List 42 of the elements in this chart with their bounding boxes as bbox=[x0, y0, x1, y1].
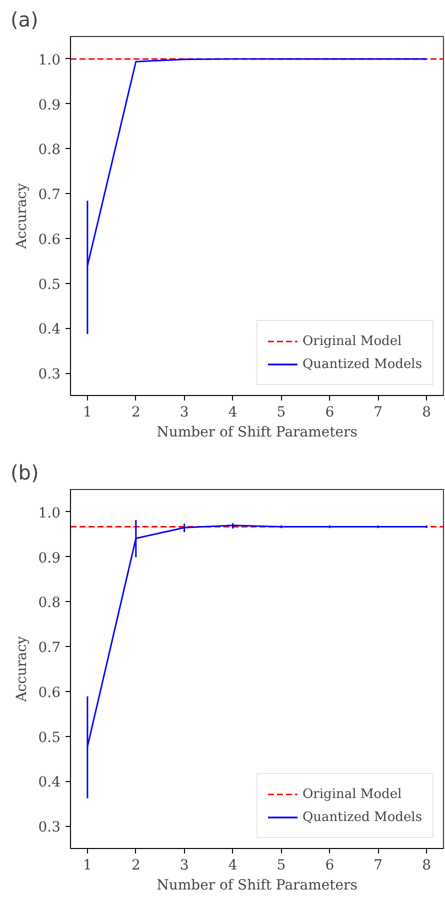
y-tick-label: 1.0 bbox=[38, 505, 60, 522]
x-axis-title: Number of Shift Parameters bbox=[156, 424, 358, 440]
x-tick-label: 3 bbox=[180, 404, 189, 420]
x-tick-label: 7 bbox=[374, 858, 383, 874]
x-tick-label: 7 bbox=[374, 404, 383, 420]
x-tick-label: 4 bbox=[228, 404, 238, 420]
x-tick-label: 1 bbox=[83, 404, 92, 420]
y-tick-label: 0.7 bbox=[38, 640, 60, 656]
x-tick-label: 2 bbox=[131, 858, 140, 874]
x-axis-title: Number of Shift Parameters bbox=[156, 878, 358, 894]
x-tick-label: 3 bbox=[180, 858, 189, 874]
legend-label: Quantized Models bbox=[302, 356, 422, 372]
y-axis-title: Accuracy bbox=[14, 183, 30, 250]
x-tick-label: 5 bbox=[276, 858, 286, 874]
x-tick-label: 6 bbox=[325, 404, 334, 420]
y-tick-label: 0.6 bbox=[38, 232, 61, 248]
chart-title: (a) bbox=[10, 8, 38, 32]
y-tick-label: 0.5 bbox=[38, 276, 60, 293]
x-tick-label: 8 bbox=[422, 404, 432, 420]
chart-title: (b) bbox=[10, 460, 39, 484]
y-tick-label: 0.8 bbox=[38, 142, 60, 158]
x-tick-label: 6 bbox=[325, 858, 334, 874]
legend-label: Original Model bbox=[302, 334, 402, 348]
y-tick-label: 0.3 bbox=[38, 820, 60, 836]
y-tick-label: 0.6 bbox=[38, 684, 61, 701]
legend-label: Original Model bbox=[302, 786, 402, 802]
y-tick-label: 1.0 bbox=[38, 52, 60, 68]
y-tick-label: 0.9 bbox=[38, 97, 60, 114]
x-tick-label: 5 bbox=[276, 404, 286, 420]
x-tick-label: 2 bbox=[131, 404, 140, 420]
y-tick-label: 0.7 bbox=[38, 187, 60, 204]
x-tick-label: 4 bbox=[228, 858, 238, 874]
y-tick-label: 0.4 bbox=[38, 774, 61, 791]
legend-label: Quantized Models bbox=[302, 810, 422, 824]
x-tick-label: 8 bbox=[422, 858, 432, 874]
y-tick-label: 0.9 bbox=[38, 550, 60, 566]
y-tick-label: 0.4 bbox=[38, 322, 61, 338]
y-tick-label: 0.5 bbox=[38, 730, 60, 746]
y-tick-label: 0.8 bbox=[38, 595, 60, 612]
x-tick-label: 1 bbox=[83, 858, 92, 874]
y-axis-title: Accuracy bbox=[14, 636, 30, 703]
y-tick-label: 0.3 bbox=[38, 366, 60, 383]
